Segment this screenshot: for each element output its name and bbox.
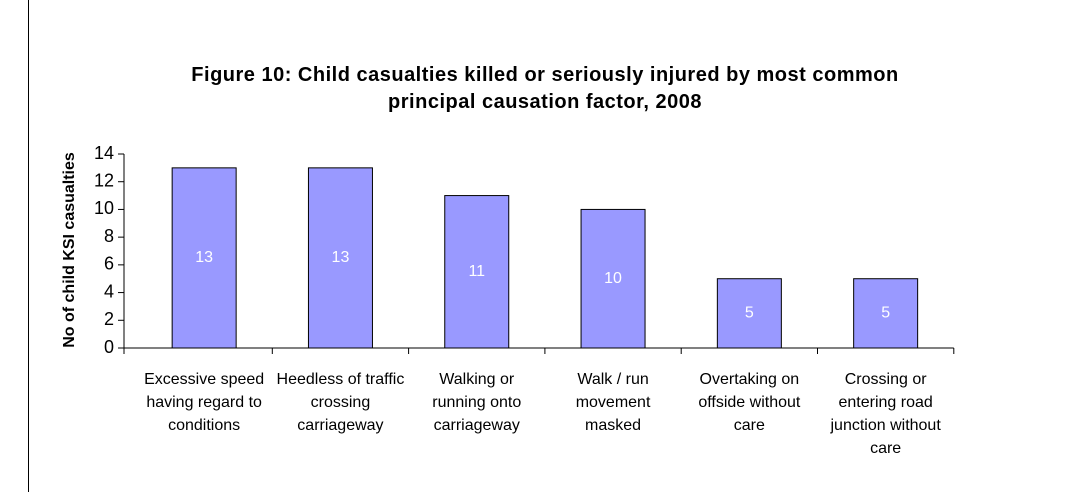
y-tick-label: 4 (104, 281, 114, 301)
frame (28, 0, 29, 492)
bar (580, 208, 646, 349)
y-tick-label: 14 (94, 143, 114, 163)
data-label: 5 (881, 305, 890, 322)
data-label: 13 (195, 249, 213, 266)
y-tick-label: 0 (104, 337, 114, 357)
bar (307, 167, 373, 349)
y-axis-label: No of child KSI casualties (61, 152, 78, 348)
chart-title: Figure 10: Child casualties killed or se… (191, 64, 899, 113)
data-label: 11 (468, 263, 485, 280)
data-label: 5 (745, 305, 754, 322)
y-tick-label: 12 (94, 170, 114, 190)
y-tick-label: 10 (94, 198, 114, 218)
y-tick-label: 6 (104, 254, 114, 274)
x-tick-label: Crossing or entering road junction witho… (830, 371, 941, 457)
bar (853, 278, 919, 349)
y-tick-label: 8 (104, 226, 114, 246)
x-tick-label: Heedless of traffic crossing carriageway (276, 371, 405, 434)
x-tick-label: Overtaking on offside without care (698, 371, 801, 434)
bar (716, 278, 782, 349)
bar (171, 167, 237, 349)
bar (444, 195, 510, 349)
data-label: 13 (332, 249, 350, 266)
y-tick-label: 2 (104, 309, 114, 329)
x-tick-label: Walking or running onto carriageway (432, 371, 522, 434)
x-tick-label: Excessive speed having regard to conditi… (144, 371, 265, 434)
data-label: 10 (604, 270, 622, 287)
x-tick-label: Walk / run movement masked (575, 371, 651, 434)
